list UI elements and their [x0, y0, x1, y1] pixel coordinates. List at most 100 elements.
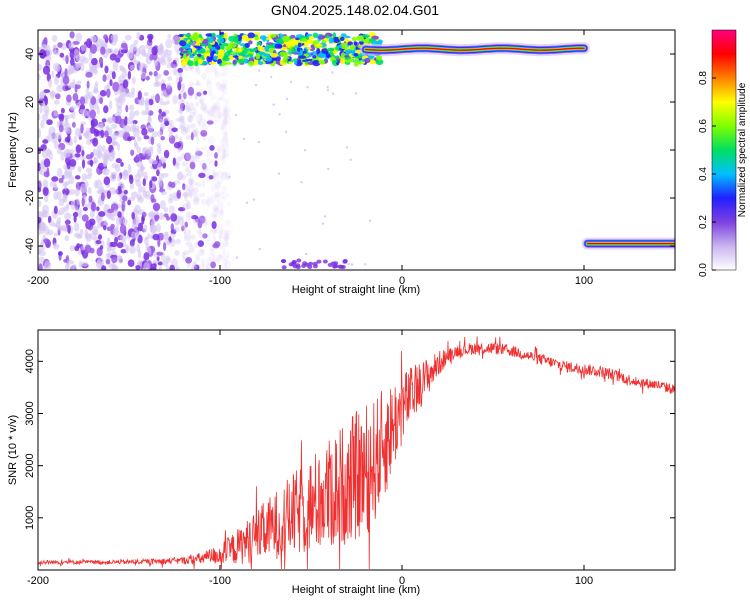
heatmap-noise-cell	[43, 238, 50, 244]
heatmap-noise-cell	[174, 42, 181, 53]
heatmap-noise-cell	[74, 245, 80, 252]
heatmap-noise-cell	[200, 103, 208, 112]
heatmap-noise-cell	[95, 260, 102, 269]
heatmap-noise-cell	[210, 106, 217, 113]
heatmap-band-cell	[349, 44, 356, 51]
heatmap-noise-cell	[167, 198, 174, 204]
heatmap-noise-cell	[168, 131, 173, 139]
heatmap-noise-cell	[194, 218, 199, 224]
heatmap-noise-cell	[51, 134, 58, 144]
x-tick-label: -200	[27, 575, 49, 587]
heatmap-band-cell	[328, 37, 334, 44]
heatmap-noise-cell	[117, 255, 123, 264]
heatmap-band-cell	[197, 58, 203, 65]
heatmap-noise-cell	[215, 81, 221, 86]
heatmap-noise-cell	[194, 181, 199, 187]
heatmap-noise-cell	[134, 110, 140, 116]
heatmap-band-cell	[208, 36, 214, 44]
heatmap-noise-cell	[185, 101, 190, 110]
heatmap-noise-cell	[188, 180, 193, 188]
heatmap-band-cell	[279, 51, 287, 57]
heatmap-noise-cell	[213, 105, 220, 115]
heatmap-noise-cell	[220, 139, 225, 147]
heatmap-noise-cell	[188, 168, 192, 178]
heatmap-noise-cell	[185, 257, 193, 264]
heatmap-noise-cell	[110, 216, 115, 221]
heatmap-band-cell	[275, 61, 281, 65]
heatmap-noise-cell	[168, 135, 176, 144]
heatmap-noise-cell	[156, 251, 164, 256]
heatmap-noise-cell	[321, 222, 324, 225]
heatmap-noise-cell	[150, 194, 155, 203]
heatmap-noise-cell	[224, 118, 228, 127]
heatmap-noise-cell	[38, 187, 42, 193]
heatmap-noise-cell	[170, 258, 178, 266]
heatmap-band-cell	[294, 45, 299, 48]
heatmap-noise-cell	[225, 138, 230, 147]
heatmap-noise-cell	[176, 49, 180, 55]
heatmap-band-cell	[324, 35, 331, 39]
heatmap-noise-cell	[184, 192, 188, 202]
heatmap-noise-cell	[53, 76, 59, 85]
heatmap-noise-cell	[73, 222, 80, 232]
heatmap-noise-cell	[197, 182, 202, 188]
heatmap-noise-cell	[95, 179, 103, 189]
heatmap-band-cell	[317, 52, 326, 59]
heatmap-noise-cell	[135, 154, 140, 162]
heatmap-noise-cell	[175, 267, 181, 270]
heatmap-noise-cell	[112, 209, 119, 217]
heatmap-band-cell	[248, 60, 255, 67]
heatmap-noise-cell	[345, 146, 349, 149]
heatmap-noise-cell	[41, 113, 49, 122]
heatmap-noise-cell	[191, 215, 199, 220]
heatmap-band-cell	[194, 60, 199, 67]
heatmap-noise-cell	[220, 122, 227, 132]
heatmap-noise-cell	[349, 158, 352, 161]
heatmap-noise-cell	[175, 117, 183, 122]
heatmap-noise-cell	[64, 182, 68, 190]
heatmap-noise-cell	[143, 92, 149, 97]
heatmap-band-cell	[218, 49, 225, 56]
heatmap-noise-cell	[97, 223, 102, 229]
heatmap-noise-cell	[331, 71, 334, 74]
heatmap-band-cell	[211, 32, 216, 37]
heatmap-noise-cell	[148, 98, 154, 106]
heatmap-noise-cell	[38, 63, 43, 71]
heatmap-noise-cell	[125, 246, 129, 255]
heatmap-noise-cell	[218, 254, 223, 261]
heatmap-band-cell	[335, 55, 340, 59]
heatmap-band-cell	[282, 57, 288, 64]
heatmap-band-cell	[232, 55, 240, 58]
heatmap-noise-cell	[160, 191, 168, 196]
x-tick-label: 0	[399, 275, 405, 287]
heatmap-noise-cell	[166, 62, 172, 69]
heatmap-noise-cell	[181, 128, 189, 135]
heatmap-noise-cell	[137, 184, 142, 194]
heatmap-noise-cell	[101, 265, 107, 270]
heatmap-noise-cell	[164, 120, 170, 127]
heatmap-noise-cell	[64, 68, 68, 78]
heatmap-noise-cell	[140, 186, 146, 193]
heatmap-noise-cell	[222, 247, 226, 257]
heatmap-noise-cell	[58, 177, 64, 184]
heatmap-noise-cell	[113, 33, 119, 44]
heatmap-band-cell	[241, 34, 249, 41]
x-tick-label: 100	[575, 275, 593, 287]
heatmap-noise-cell	[210, 104, 218, 111]
heatmap-noise-cell	[207, 233, 211, 243]
heatmap-noise-cell	[184, 105, 191, 113]
heatmap-noise-cell	[82, 206, 88, 212]
heatmap-noise-cell	[79, 155, 87, 161]
heatmap-noise-cell	[88, 172, 93, 176]
heatmap-noise-cell	[152, 259, 159, 265]
heatmap-noise-cell	[184, 221, 188, 228]
heatmap-noise-cell	[221, 131, 228, 135]
heatmap-noise-cell	[193, 192, 199, 203]
heatmap-noise-cell	[111, 133, 118, 140]
heatmap-noise-cell	[97, 37, 101, 42]
heatmap-noise-cell	[185, 166, 190, 173]
heatmap-noise-cell	[174, 180, 181, 185]
heatmap-noise-cell	[149, 266, 157, 270]
y-tick-label: 2000	[24, 453, 36, 477]
heatmap-noise-cell	[146, 124, 154, 134]
